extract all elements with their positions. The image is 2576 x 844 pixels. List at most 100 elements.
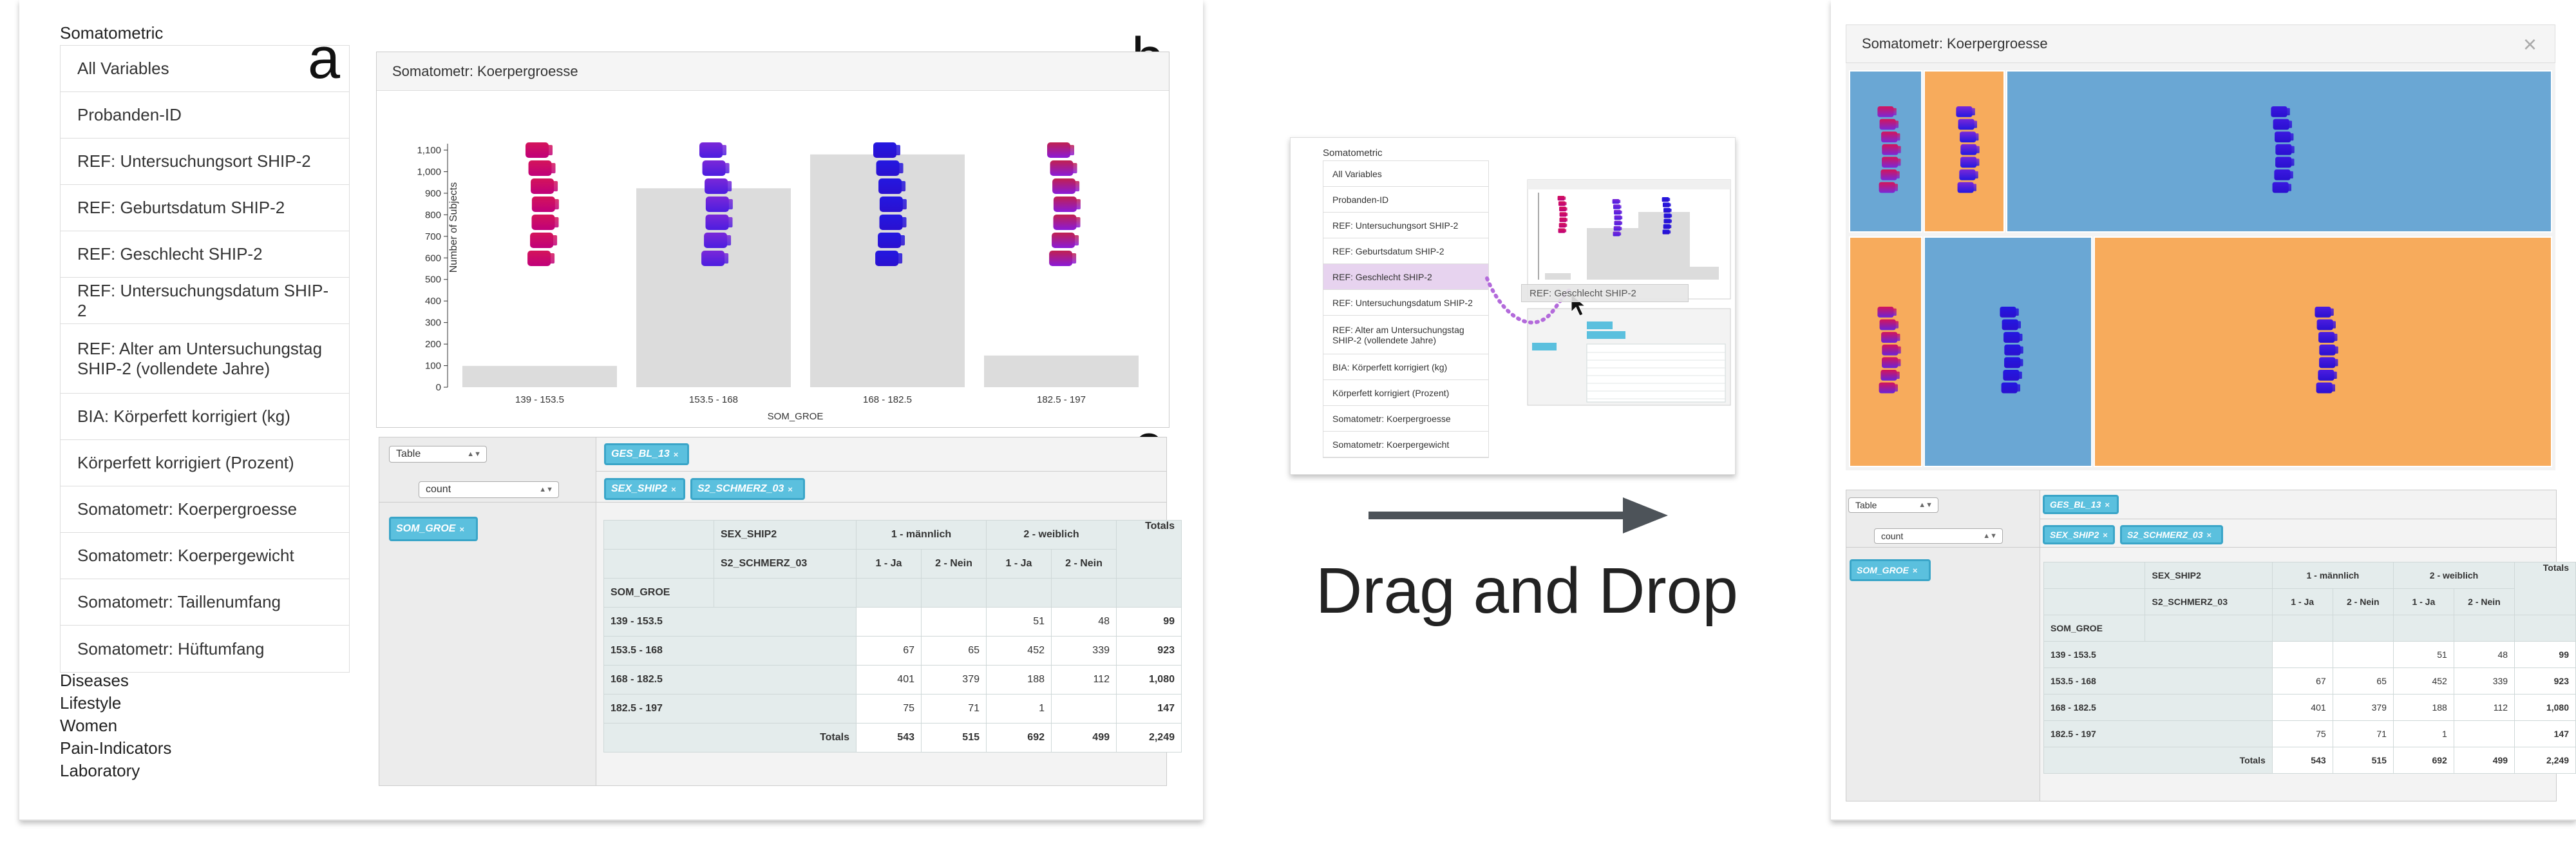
right-pill-ges-bl-13[interactable]: GES_BL_13 ×: [2043, 495, 2119, 514]
vertebra-process: [2333, 371, 2337, 379]
close-icon[interactable]: ×: [2523, 31, 2537, 57]
variable-item[interactable]: BIA: Körperfett korrigiert (kg): [61, 394, 349, 440]
variable-item[interactable]: REF: Alter am Untersuchungstag SHIP-2 (v…: [61, 324, 349, 394]
mid-variable-item[interactable]: Körperfett korrigiert (Prozent): [1323, 380, 1488, 406]
mid-variable-item[interactable]: Somatometr: Koerpergewicht: [1323, 432, 1488, 457]
vertebra: [1880, 169, 1897, 180]
pill-som-groe[interactable]: SOM_GROE ×: [389, 517, 478, 541]
pivot-value: 379: [921, 665, 987, 695]
variable-item[interactable]: Somatometr: Taillenumfang: [61, 579, 349, 626]
vertebra: [704, 233, 728, 248]
vertebra: [1959, 169, 1976, 180]
category-item[interactable]: Laboratory: [60, 761, 140, 780]
mid-variable-item[interactable]: REF: Geburtsdatum SHIP-2: [1323, 238, 1488, 264]
label-a: a: [308, 26, 341, 91]
pivot-col-var: S2_SCHMERZ_03: [2145, 588, 2273, 615]
vertebra: [878, 233, 902, 248]
pivot-value: 75: [2271, 720, 2333, 747]
variable-item[interactable]: Somatometr: Koerpergewicht: [61, 533, 349, 579]
vertebra: [2003, 370, 2020, 381]
vertebra: [1558, 223, 1566, 228]
treemap-chart: [1846, 63, 2555, 470]
pivot-col-var: S2_SCHMERZ_03: [714, 549, 857, 579]
vertebra-process: [1896, 171, 1900, 178]
mid-variable-item[interactable]: Somatometr: Koerpergroesse: [1323, 406, 1488, 432]
category-item[interactable]: Women: [60, 716, 118, 735]
right-aggregator-select[interactable]: count ▲▼: [1874, 528, 2003, 544]
vertebra-process: [1669, 225, 1672, 228]
mid-variable-item[interactable]: REF: Geschlecht SHIP-2: [1323, 264, 1488, 290]
vertebra: [705, 178, 728, 194]
variable-item[interactable]: Somatometr: Koerpergroesse: [61, 486, 349, 533]
pivot-cell: [2453, 615, 2515, 642]
aggregator-select[interactable]: count ▲▼: [419, 481, 559, 498]
vertebra: [2275, 157, 2292, 168]
pill-ges-bl-13[interactable]: GES_BL_13 ×: [604, 443, 689, 465]
vertebra-process: [1971, 108, 1975, 115]
mini-bar: [1587, 228, 1638, 280]
variable-item[interactable]: REF: Untersuchungsdatum SHIP-2: [61, 278, 349, 324]
variable-item[interactable]: Somatometr: Hüftumfang: [77, 638, 265, 658]
mid-thumbnail: [1485, 179, 1731, 406]
mid-variable-item[interactable]: REF: Untersuchungsort SHIP-2: [1323, 213, 1488, 238]
pivot-row-var: SOM_GROE: [603, 578, 714, 608]
vertebra-process: [1975, 171, 1978, 178]
mid-variable-item[interactable]: REF: Untersuchungsdatum SHIP-2: [1323, 290, 1488, 316]
vertebra: [1614, 209, 1621, 215]
vertebra: [702, 160, 726, 176]
variable-item[interactable]: Körperfett korrigiert (Prozent): [61, 440, 349, 486]
vertebra-process: [1975, 133, 1979, 141]
pill-s2-schmerz-03[interactable]: S2_SCHMERZ_03 ×: [690, 478, 805, 500]
pivot-row-label: 153.5 - 168: [603, 636, 857, 666]
variable-item[interactable]: REF: Geschlecht SHIP-2: [61, 231, 349, 278]
pivot-corner: [603, 549, 714, 579]
vertebra: [879, 197, 903, 212]
mid-variable-item[interactable]: All Variables: [1323, 161, 1488, 187]
vertebra-process: [1075, 199, 1081, 209]
vertebra: [2001, 382, 2018, 394]
category-item[interactable]: Diseases: [60, 671, 129, 690]
mid-variable-item[interactable]: REF: Alter am Untersuchungstag SHIP-2 (v…: [1323, 316, 1488, 354]
category-item[interactable]: Pain-Indicators: [60, 738, 172, 758]
right-pill-sex-ship2[interactable]: SEX_SHIP2 ×: [2043, 525, 2115, 544]
pill-sex-ship2[interactable]: SEX_SHIP2 ×: [604, 478, 685, 500]
vertebra-process: [1565, 202, 1567, 206]
vertebra: [1614, 215, 1622, 220]
variable-item[interactable]: All Variables: [61, 46, 349, 92]
renderer-select[interactable]: Table ▲▼: [389, 446, 487, 463]
right-pill-som-groe[interactable]: SOM_GROE ×: [1850, 559, 1931, 581]
bar[interactable]: [462, 365, 617, 387]
right-renderer-select[interactable]: Table ▲▼: [1848, 497, 1938, 513]
vertebra-process: [550, 163, 556, 173]
vertebra: [1960, 131, 1976, 142]
vertebra-process: [1072, 163, 1077, 173]
pivot-row-total: 147: [2514, 720, 2576, 747]
pivot-row-total: 1,080: [2514, 694, 2576, 721]
category-title[interactable]: Somatometric: [60, 23, 164, 43]
pivot-grid: SEX_SHIP2 1 - männlich 2 - weiblich Totals S…: [603, 520, 1182, 753]
vertebra-process: [2019, 359, 2023, 367]
bar-chart: 0 100 200 300 400 500 600 700 800 900 1,000 1,100 Nu…: [417, 142, 1139, 422]
variable-item[interactable]: REF: Geburtsdatum SHIP-2: [61, 185, 349, 231]
vertebra: [1052, 233, 1075, 248]
vertebra: [2316, 319, 2333, 331]
pivot-row-label: 168 - 182.5: [603, 665, 857, 695]
vertebra-process: [553, 217, 559, 227]
vertebra-process: [898, 163, 904, 173]
vertebra: [531, 215, 555, 230]
mini-pill: [1587, 331, 1625, 339]
bar[interactable]: [984, 355, 1139, 387]
variable-item[interactable]: Probanden-ID: [61, 92, 349, 139]
variable-item[interactable]: REF: Untersuchungsort SHIP-2: [61, 139, 349, 185]
vertebra-process: [2334, 346, 2338, 354]
vertebra: [1663, 218, 1671, 224]
mid-variable-item[interactable]: BIA: Körperfett korrigiert (kg): [1323, 354, 1488, 380]
mid-variable-item[interactable]: Probanden-ID: [1323, 187, 1488, 213]
vertebra-process: [1894, 184, 1898, 191]
category-item[interactable]: Lifestyle: [60, 693, 122, 713]
right-pill-s2-schmerz-03[interactable]: S2_SCHMERZ_03 ×: [2120, 525, 2223, 544]
y-tick-label: 700: [425, 231, 441, 242]
vertebra: [1663, 213, 1671, 218]
pivot-value: 1: [2392, 720, 2454, 747]
vertebra: [2274, 169, 2291, 180]
